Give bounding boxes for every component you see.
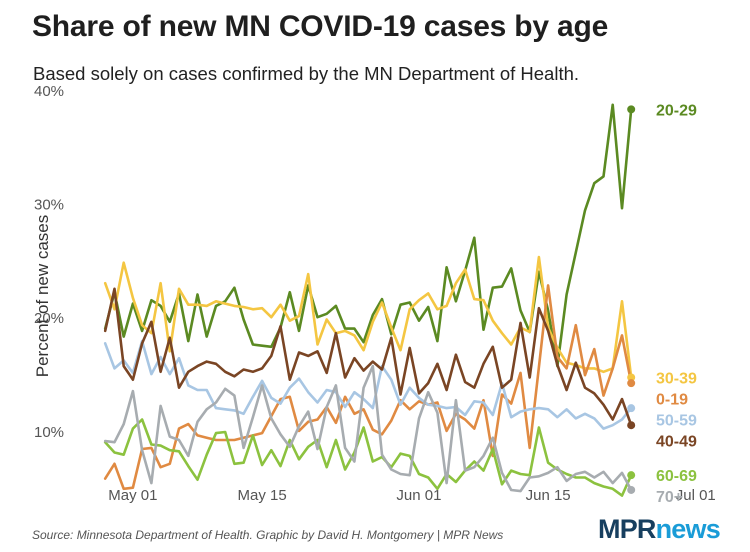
logo-mpr-text: MPR xyxy=(598,514,656,544)
series-endpoint-60-69 xyxy=(627,471,636,480)
series-line-40-49 xyxy=(103,287,633,427)
series-label-0-19: 0-19 xyxy=(656,391,688,408)
chart-title: Share of new MN COVID-19 cases by age xyxy=(32,10,609,43)
series-line-50-59 xyxy=(103,339,633,430)
series-endpoint-0-19 xyxy=(627,379,636,388)
series-line-60-69 xyxy=(103,418,633,497)
series-label-20-29: 20-29 xyxy=(656,102,697,119)
x-tick-label: Jul 01 xyxy=(676,487,716,504)
y-axis-title: Percent of new cases xyxy=(33,215,52,378)
y-tick-label: 20% xyxy=(34,310,64,327)
series-endpoint-20-29 xyxy=(627,105,636,114)
y-tick-label: 30% xyxy=(34,197,64,214)
series-line-30-39 xyxy=(103,255,633,379)
series-label-60-69: 60-69 xyxy=(656,468,697,485)
series-endpoint-50-59 xyxy=(627,404,636,413)
x-tick-label: Jun 15 xyxy=(526,487,571,504)
x-tick-label: Jun 01 xyxy=(396,487,441,504)
x-tick-label: May 01 xyxy=(108,487,157,504)
series-endpoint-30-39 xyxy=(627,373,636,382)
series-label-70+: 70+ xyxy=(656,489,683,506)
chart-subtitle: Based solely on cases confirmed by the M… xyxy=(33,63,580,84)
series-line-70+ xyxy=(103,364,633,493)
mpr-news-logo: MPRnews xyxy=(598,514,721,545)
series-line-0-19 xyxy=(103,284,633,491)
series-label-40-49: 40-49 xyxy=(656,433,697,450)
x-tick-label: May 15 xyxy=(237,487,286,504)
series-label-30-39: 30-39 xyxy=(656,370,697,387)
series-endpoint-40-49 xyxy=(627,421,636,430)
series-label-50-59: 50-59 xyxy=(656,412,697,429)
y-tick-label: 40% xyxy=(34,83,64,100)
logo-news-text: news xyxy=(655,514,721,544)
source-note: Source: Minnesota Department of Health. … xyxy=(32,528,504,542)
series-endpoint-70+ xyxy=(627,485,636,494)
y-tick-label: 10% xyxy=(34,424,64,441)
